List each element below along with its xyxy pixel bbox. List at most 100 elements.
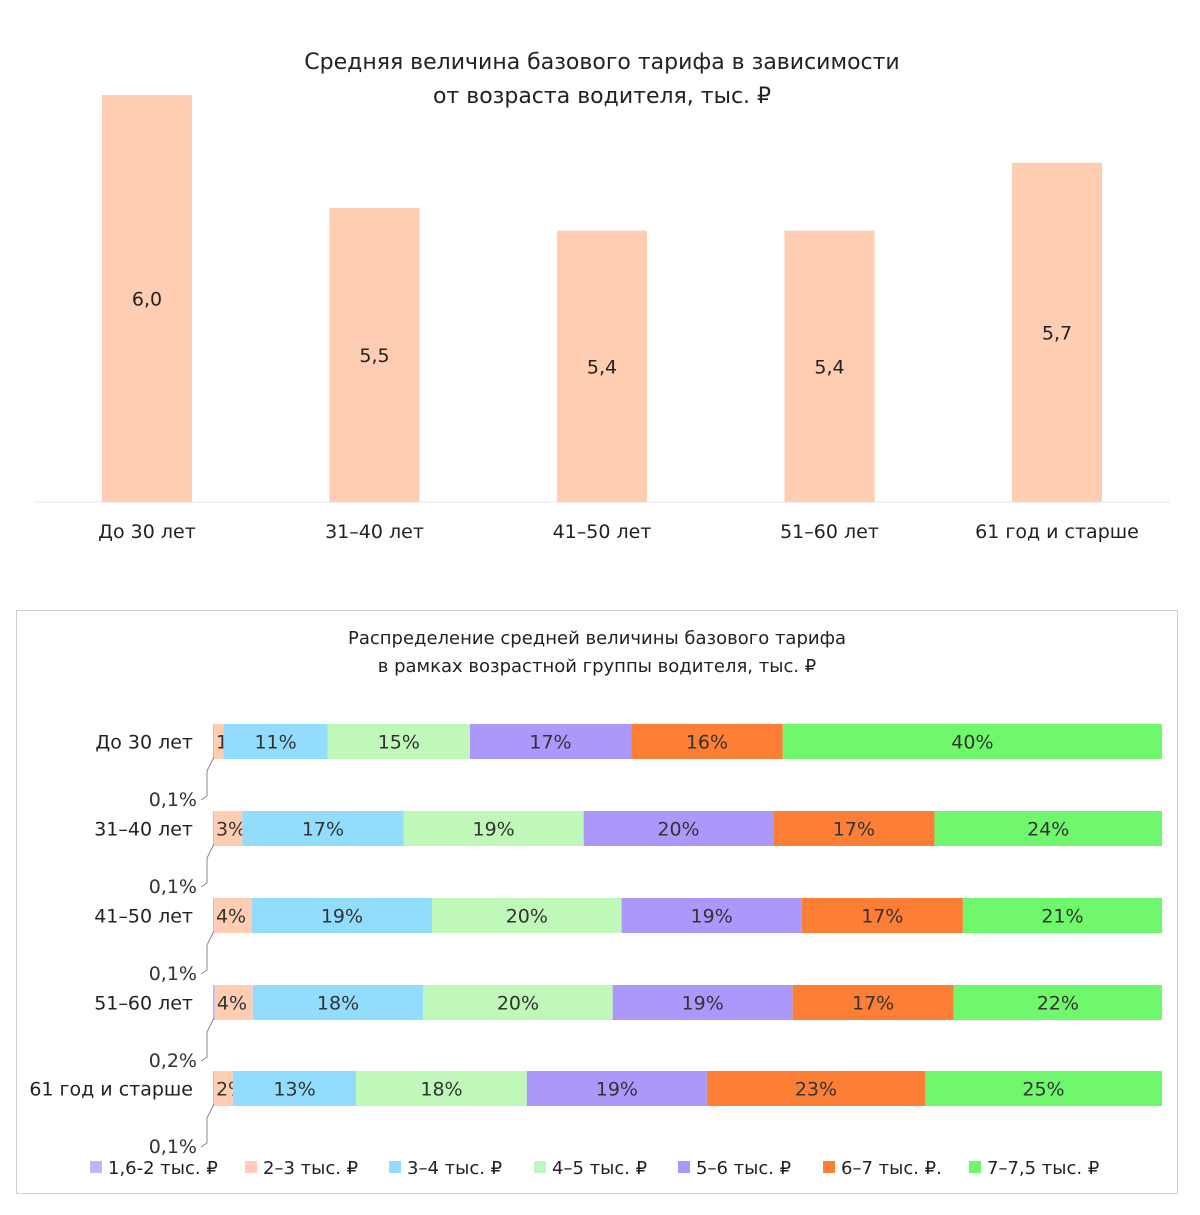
segment-4 bbox=[423, 985, 613, 1020]
legend-label: 2–3 тыс. ₽ bbox=[263, 1158, 358, 1179]
segment-4 bbox=[403, 811, 584, 846]
segment-5 bbox=[469, 724, 632, 759]
segment-5 bbox=[526, 1071, 707, 1106]
segment-label: 19% bbox=[682, 993, 724, 1015]
segment-label: 3% bbox=[216, 819, 246, 841]
segment-label: 18% bbox=[420, 1079, 462, 1101]
legend-swatch bbox=[534, 1161, 546, 1173]
x-tick-label: 61 год и старше bbox=[975, 521, 1139, 543]
segment-4 bbox=[327, 724, 470, 759]
segment-label: 19% bbox=[691, 906, 733, 928]
segment-1 bbox=[213, 724, 214, 759]
segment-label: 18% bbox=[317, 993, 359, 1015]
chart-tariff-by-age: Средняя величина базового тарифа в завис… bbox=[34, 50, 1170, 543]
legend-label: 5–6 тыс. ₽ bbox=[696, 1158, 791, 1179]
bar-5 bbox=[1012, 162, 1102, 503]
y-category-label: 31–40 лет bbox=[94, 819, 193, 841]
segment-label: 20% bbox=[657, 819, 699, 841]
segment-6 bbox=[773, 811, 935, 846]
segment-label: 21% bbox=[1041, 906, 1083, 928]
segment-5 bbox=[621, 898, 802, 933]
segment-7 bbox=[924, 1071, 1162, 1106]
chart2-title-line2: в рамках возрастной группы водителя, тыс… bbox=[378, 656, 816, 677]
bar-2 bbox=[329, 208, 420, 503]
segment-7 bbox=[953, 985, 1162, 1020]
legend-label: 7–7,5 тыс. ₽ bbox=[987, 1158, 1099, 1179]
legend-swatch bbox=[823, 1161, 835, 1173]
segment-7 bbox=[962, 898, 1162, 933]
segment-3 bbox=[223, 724, 328, 759]
segment-label: 20% bbox=[497, 993, 539, 1015]
segment-4 bbox=[356, 1071, 527, 1106]
bar-3 bbox=[557, 230, 647, 502]
segment-1 bbox=[213, 985, 215, 1020]
y-category-label: До 30 лет bbox=[95, 732, 193, 754]
segment-label: 19% bbox=[596, 1079, 638, 1101]
x-tick-label: До 30 лет bbox=[98, 521, 196, 543]
segment-2 bbox=[213, 811, 243, 846]
bar-value-label: 6,0 bbox=[132, 289, 162, 311]
segment-label: 20% bbox=[506, 906, 548, 928]
segment-label: 22% bbox=[1037, 993, 1079, 1015]
segment-2 bbox=[213, 898, 252, 933]
segment-5 bbox=[612, 985, 793, 1020]
segment-7 bbox=[934, 811, 1162, 846]
segment-6 bbox=[706, 1071, 925, 1106]
bar-4 bbox=[784, 230, 875, 502]
leader-line bbox=[200, 1017, 215, 1062]
legend-swatch bbox=[245, 1161, 257, 1173]
segment-label: 17% bbox=[833, 819, 875, 841]
segment-label: 16% bbox=[686, 732, 728, 754]
segment-6 bbox=[792, 985, 954, 1020]
legend-label: 1,6-2 тыс. ₽ bbox=[108, 1158, 218, 1179]
x-tick-label: 31–40 лет bbox=[325, 521, 424, 543]
legend-swatch bbox=[90, 1161, 102, 1173]
small-segment-label: 0,2% bbox=[149, 1050, 197, 1072]
bar-value-label: 5,4 bbox=[587, 356, 617, 378]
legend-swatch bbox=[389, 1161, 401, 1173]
segment-3 bbox=[232, 1071, 357, 1106]
legend-label: 3–4 тыс. ₽ bbox=[407, 1158, 502, 1179]
small-segment-label: 0,1% bbox=[149, 1136, 197, 1158]
segment-label: 15% bbox=[378, 732, 420, 754]
segment-2 bbox=[213, 1071, 233, 1106]
segment-label: 17% bbox=[302, 819, 344, 841]
segment-5 bbox=[583, 811, 774, 846]
segment-1 bbox=[213, 898, 214, 933]
small-segment-label: 0,1% bbox=[149, 876, 197, 898]
segment-label: 25% bbox=[1022, 1079, 1064, 1101]
x-tick-label: 41–50 лет bbox=[553, 521, 652, 543]
segment-label: 24% bbox=[1027, 819, 1069, 841]
segment-7 bbox=[782, 724, 1162, 759]
legend-swatch bbox=[969, 1161, 981, 1173]
segment-4 bbox=[432, 898, 622, 933]
chart2-title-line1: Распределение средней величины базового … bbox=[348, 628, 846, 649]
segment-label: 19% bbox=[321, 906, 363, 928]
bar-value-label: 5,4 bbox=[814, 356, 844, 378]
segment-label: 11% bbox=[254, 732, 296, 754]
segment-label: 40% bbox=[951, 732, 993, 754]
segment-6 bbox=[631, 724, 783, 759]
segment-label: 4% bbox=[216, 906, 246, 928]
bar-value-label: 5,7 bbox=[1042, 322, 1072, 344]
y-category-label: 51–60 лет bbox=[94, 993, 193, 1015]
legend-label: 6–7 тыс. ₽. bbox=[841, 1158, 942, 1179]
segment-2 bbox=[214, 985, 253, 1020]
y-category-label: 41–50 лет bbox=[94, 906, 193, 928]
segment-1 bbox=[213, 811, 214, 846]
segment-label: 4% bbox=[217, 993, 247, 1015]
segment-3 bbox=[252, 985, 424, 1020]
leader-line bbox=[200, 843, 215, 888]
segment-6 bbox=[801, 898, 963, 933]
leader-line bbox=[200, 756, 215, 801]
bar-value-label: 5,5 bbox=[359, 345, 389, 367]
legend-label: 4–5 тыс. ₽ bbox=[552, 1158, 647, 1179]
small-segment-label: 0,1% bbox=[149, 963, 197, 985]
legend-swatch bbox=[678, 1161, 690, 1173]
chart1-title-line2: от возраста водителя, тыс. ₽ bbox=[433, 84, 771, 109]
segment-1 bbox=[213, 1071, 214, 1106]
segment-3 bbox=[251, 898, 432, 933]
segment-label: 17% bbox=[861, 906, 903, 928]
small-segment-label: 0,1% bbox=[149, 789, 197, 811]
chart2-panel bbox=[16, 610, 1178, 1194]
